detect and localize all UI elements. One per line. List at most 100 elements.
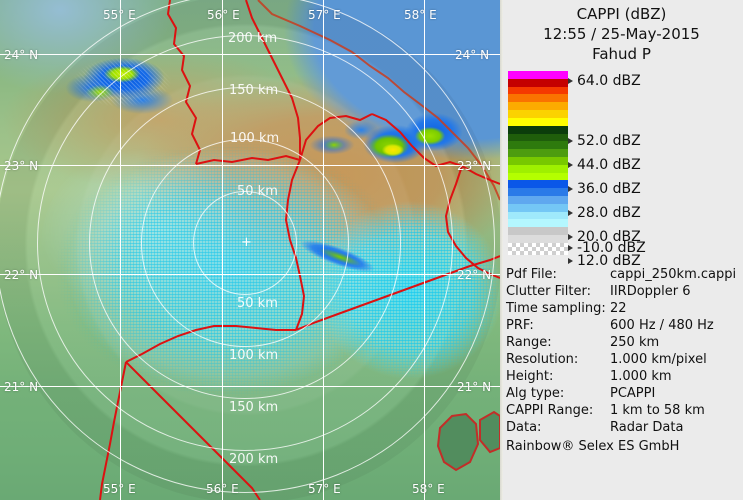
tick-arrow-icon (568, 186, 573, 192)
color-scale-ticks: 64.0 dBZ 52.0 dBZ 44.0 dBZ 36.0 dBZ 28.0 dBZ… (568, 71, 743, 268)
color-scale-band (508, 172, 568, 181)
metadata-value: 1 km to 58 km (610, 403, 705, 418)
tick-arrow-icon (568, 258, 573, 264)
longitude-label: 57° E (308, 8, 341, 22)
longitude-label: 57° E (308, 482, 341, 496)
color-scale-tick: 64.0 dBZ (568, 74, 641, 88)
color-scale-tick-label: 20.0 dBZ (577, 229, 641, 245)
color-scale-tick: 36.0 dBZ (568, 182, 641, 196)
latitude-label: 22° N (457, 268, 492, 282)
color-scale-tick-label: 52.0 dBZ (577, 133, 641, 149)
color-scale-band (508, 86, 568, 95)
color-scale-tick: 12.0 dBZ (568, 254, 641, 268)
metadata-key: Resolution: (506, 352, 579, 367)
longitude-label: 55° E (103, 8, 136, 22)
metadata-row: Resolution: 1.000 km/pixel (506, 351, 743, 368)
longitude-label: 58° E (404, 8, 437, 22)
metadata-row: Height: 1.000 km (506, 368, 743, 385)
range-ring-label: 150 km (229, 83, 279, 98)
metadata-row: Pdf File: cappi_250km.cappi (506, 266, 743, 283)
latitude-label: 21° N (4, 380, 39, 394)
color-scale-tick-label: 12.0 dBZ (577, 253, 641, 269)
color-scale-band (508, 133, 568, 142)
color-scale-tick-label: 44.0 dBZ (577, 157, 641, 173)
color-scale-band (508, 110, 568, 118)
color-scale-band (508, 188, 568, 196)
tick-arrow-icon (568, 138, 573, 144)
color-scale-band (508, 196, 568, 204)
color-scale-band (508, 94, 568, 103)
color-scale-band (508, 71, 568, 79)
range-ring (0, 0, 495, 493)
metadata-key: Height: (506, 369, 554, 384)
color-scale-band (508, 211, 568, 220)
color-scale-transparent-band (508, 242, 568, 255)
product-title: CAPPI (dBZ) (576, 5, 667, 23)
range-ring-label: 200 km (228, 31, 278, 46)
range-ring-label: 100 km (230, 131, 280, 146)
metadata-row: Time sampling: 22 (506, 300, 743, 317)
color-scale-tick: 28.0 dBZ (568, 206, 641, 220)
metadata-row: Clutter Filter: IIRDoppler 6 (506, 283, 743, 300)
color-scale-tick-label: -10.0 dBZ (577, 240, 646, 256)
metadata-row: Range: 250 km (506, 334, 743, 351)
color-scale-tick: 52.0 dBZ (568, 134, 641, 148)
color-scale-tick: -10.0 dBZ (568, 241, 646, 255)
longitude-label: 56° E (206, 482, 239, 496)
color-scale-band (508, 219, 568, 228)
color-scale-tick-label: 28.0 dBZ (577, 205, 641, 221)
color-scale-band (508, 203, 568, 212)
latitude-label: 22° N (4, 268, 39, 282)
metadata-row: PRF: 600 Hz / 480 Hz (506, 317, 743, 334)
latitude-label: 23° N (457, 159, 492, 173)
radar-site-name: Fahud P (592, 45, 651, 63)
metadata-value: 1.000 km/pixel (610, 352, 707, 367)
color-scale-tick-label: 36.0 dBZ (577, 181, 641, 197)
tick-arrow-icon (568, 234, 573, 240)
metadata-key: CAPPI Range: (506, 403, 594, 418)
latitude-label: 24° N (455, 48, 490, 62)
color-scale-band (508, 117, 568, 126)
radar-site-marker: + (241, 235, 252, 250)
metadata-value: 600 Hz / 480 Hz (610, 318, 714, 333)
tick-arrow-icon (568, 162, 573, 168)
info-panel: CAPPI (dBZ) 12:55 / 25-May-2015 Fahud P … (500, 0, 743, 500)
longitude-label: 58° E (412, 482, 445, 496)
map-label-layer: 55° E 56° E 57° E 58° E 55° E 56° E 57° E 58° E… (4, 8, 492, 496)
metadata-value: 22 (610, 301, 627, 316)
color-scale-band (508, 149, 568, 157)
metadata-row: CAPPI Range: 1 km to 58 km (506, 402, 743, 419)
range-ring-label: 200 km (229, 452, 279, 467)
metadata-value: 250 km (610, 335, 660, 350)
product-timestamp: 12:55 / 25-May-2015 (543, 25, 700, 43)
latitude-label: 23° N (4, 159, 39, 173)
latitude-label: 24° N (4, 48, 39, 62)
color-scale-tick: 44.0 dBZ (568, 158, 641, 172)
vendor-credit: Rainbow® Selex ES GmbH (506, 439, 680, 454)
color-scale-band (508, 102, 568, 111)
tick-arrow-icon (568, 245, 573, 251)
color-scale-band (508, 125, 568, 134)
metadata-key: Time sampling: (506, 301, 606, 316)
color-scale-band (508, 78, 568, 87)
range-ring-label: 50 km (237, 184, 278, 199)
metadata-value: PCAPPI (610, 386, 656, 401)
color-scale-band (508, 235, 568, 243)
longitude-label: 55° E (103, 482, 136, 496)
range-ring-layer (0, 0, 495, 493)
range-ring-label: 100 km (229, 348, 279, 363)
color-scale-bar[interactable] (508, 71, 568, 255)
range-ring-label: 150 km (229, 400, 279, 415)
metadata-value: IIRDoppler 6 (610, 284, 691, 299)
color-scale-band (508, 180, 568, 189)
metadata-key: Range: (506, 335, 552, 350)
title-block: CAPPI (dBZ) 12:55 / 25-May-2015 Fahud P (500, 4, 743, 64)
radar-map-panel[interactable]: 55° E 56° E 57° E 58° E 55° E 56° E 57° E 58° E… (0, 0, 500, 500)
metadata-row: Data: Radar Data (506, 419, 743, 436)
color-scale-band (508, 227, 568, 236)
metadata-value: 1.000 km (610, 369, 672, 384)
color-scale-band (508, 156, 568, 165)
metadata-table: Pdf File: cappi_250km.cappi Clutter Filter… (506, 266, 743, 455)
metadata-value: Radar Data (610, 420, 684, 435)
